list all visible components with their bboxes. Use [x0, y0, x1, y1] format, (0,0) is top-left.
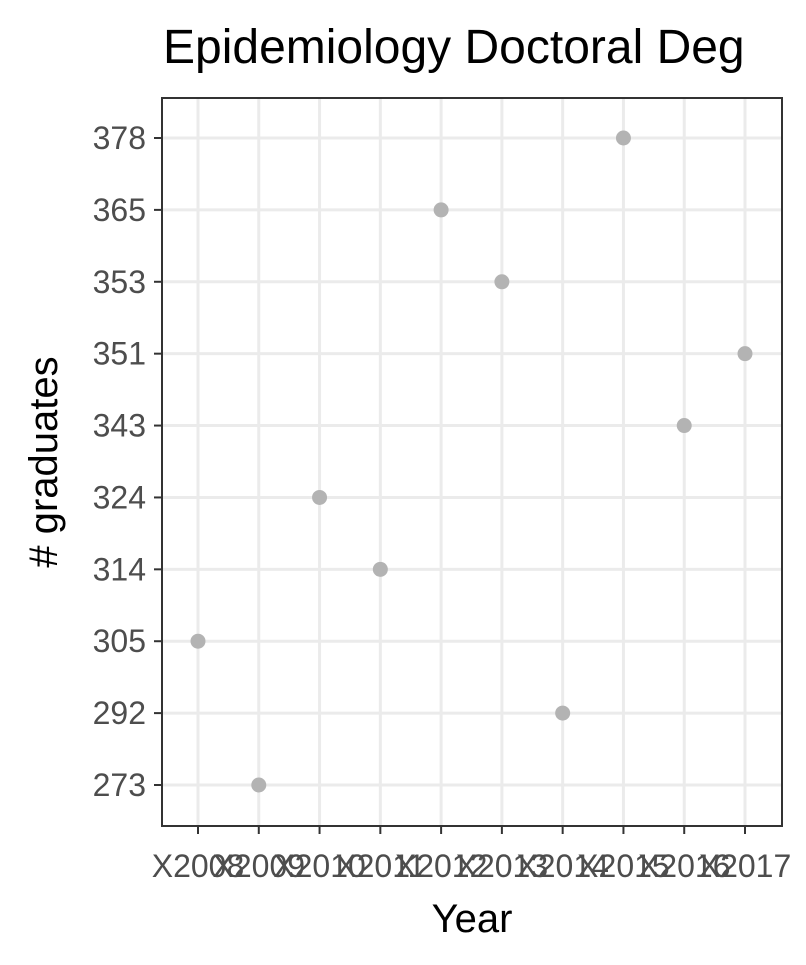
- y-tick-label: 314: [93, 551, 146, 587]
- x-tick-label: X2012: [395, 848, 488, 884]
- data-point: [433, 202, 449, 218]
- x-axis: X2008X2009X2010X2011X2012X2013X2014X2015…: [152, 826, 792, 884]
- data-point: [555, 705, 571, 721]
- data-point: [615, 130, 631, 146]
- data-point: [737, 346, 753, 362]
- x-tick-label: X2014: [516, 848, 609, 884]
- y-tick-label: 305: [93, 623, 146, 659]
- y-tick-label: 365: [93, 192, 146, 228]
- plot-panel: [161, 97, 783, 827]
- y-tick-label: 351: [93, 336, 146, 372]
- y-tick-label: 292: [93, 695, 146, 731]
- y-axis-title: # graduates: [22, 356, 66, 567]
- y-tick-label: 378: [93, 120, 146, 156]
- data-point: [251, 777, 267, 793]
- data-point: [312, 489, 328, 505]
- data-points: [190, 130, 753, 793]
- y-tick-label: 343: [93, 408, 146, 444]
- data-point: [676, 418, 692, 434]
- y-tick-label: 353: [93, 264, 146, 300]
- chart-title: Epidemiology Doctoral Deg: [163, 21, 745, 74]
- grid-lines: [162, 98, 782, 826]
- x-axis-title: Year: [432, 897, 513, 941]
- data-point: [372, 561, 388, 577]
- x-tick-label: X2016: [638, 848, 731, 884]
- x-tick-label: X2015: [577, 848, 670, 884]
- x-tick-label: X2010: [273, 848, 366, 884]
- x-tick-label: X2011: [335, 848, 425, 884]
- y-tick-label: 273: [93, 767, 146, 803]
- data-point: [494, 274, 510, 290]
- x-tick-label: X2008: [152, 848, 245, 884]
- x-tick-label: X2009: [213, 848, 306, 884]
- y-tick-label: 324: [93, 479, 146, 515]
- x-tick-label: X2017: [699, 848, 792, 884]
- data-point: [190, 633, 206, 649]
- y-axis: 273 292 305 314 324 343 351 353 365 378: [93, 120, 162, 803]
- x-tick-label: X2013: [456, 848, 549, 884]
